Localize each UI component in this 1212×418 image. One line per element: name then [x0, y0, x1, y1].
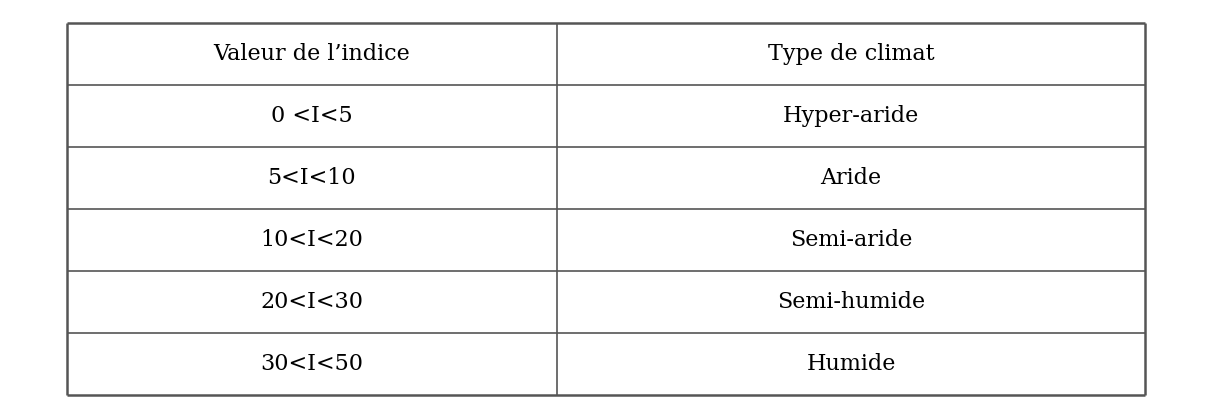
Text: Type de climat: Type de climat: [768, 43, 934, 65]
Text: 30<I<50: 30<I<50: [261, 353, 364, 375]
Text: Hyper-aride: Hyper-aride: [783, 105, 919, 127]
Text: Valeur de l’indice: Valeur de l’indice: [213, 43, 410, 65]
Text: Semi-aride: Semi-aride: [790, 229, 913, 251]
Text: 20<I<30: 20<I<30: [261, 291, 364, 313]
Text: 0 <I<5: 0 <I<5: [271, 105, 353, 127]
Text: 5<I<10: 5<I<10: [268, 167, 356, 189]
Text: Humide: Humide: [806, 353, 896, 375]
Text: Semi-humide: Semi-humide: [777, 291, 925, 313]
Text: 10<I<20: 10<I<20: [261, 229, 364, 251]
Text: Aride: Aride: [821, 167, 881, 189]
